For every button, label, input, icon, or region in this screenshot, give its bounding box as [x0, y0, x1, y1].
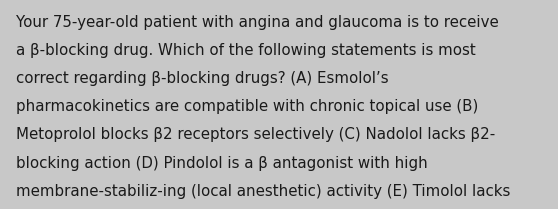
Text: correct regarding β-blocking drugs? (A) Esmolol’s: correct regarding β-blocking drugs? (A) … [16, 71, 388, 86]
Text: Metoprolol blocks β2 receptors selectively (C) Nadolol lacks β2-: Metoprolol blocks β2 receptors selective… [16, 127, 495, 143]
Text: blocking action (D) Pindolol is a β antagonist with high: blocking action (D) Pindolol is a β anta… [16, 156, 427, 171]
Text: membrane-stabiliz-ing (local anesthetic) activity (E) Timolol lacks: membrane-stabiliz-ing (local anesthetic)… [16, 184, 510, 199]
Text: Your 75-year-old patient with angina and glaucoma is to receive: Your 75-year-old patient with angina and… [16, 15, 498, 30]
Text: pharmacokinetics are compatible with chronic topical use (B): pharmacokinetics are compatible with chr… [16, 99, 478, 114]
Text: a β-blocking drug. Which of the following statements is most: a β-blocking drug. Which of the followin… [16, 43, 475, 58]
